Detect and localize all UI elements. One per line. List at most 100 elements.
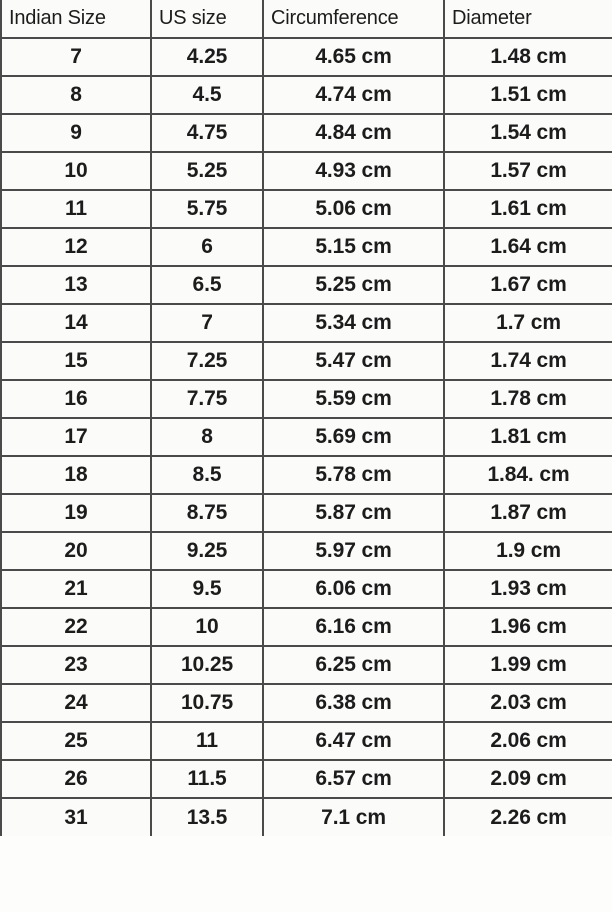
cell-us: 7.25	[151, 342, 264, 381]
cell-circumference: 4.93 cm	[263, 152, 445, 191]
cell-diameter: 1.61 cm	[444, 190, 612, 229]
cell-diameter: 1.57 cm	[444, 152, 612, 191]
cell-circumference: 5.06 cm	[263, 190, 445, 229]
cell-diameter: 1.9 cm	[444, 532, 612, 571]
table-row: 20 9.25 5.97 cm 1.9 cm	[0, 532, 612, 571]
cell-us: 8.5	[151, 456, 264, 495]
cell-diameter: 2.03 cm	[444, 684, 612, 723]
cell-us: 10.75	[151, 684, 264, 723]
cell-us: 5.75	[151, 190, 264, 229]
table-row: 22 10 6.16 cm 1.96 cm	[0, 608, 612, 647]
cell-indian: 19	[0, 494, 152, 533]
table-row: 25 11 6.47 cm 2.06 cm	[0, 722, 612, 761]
cell-diameter: 1.74 cm	[444, 342, 612, 381]
table-row: 17 8 5.69 cm 1.81 cm	[0, 418, 612, 457]
cell-us: 4.25	[151, 38, 264, 77]
column-header-circumference: Circumference	[263, 0, 445, 39]
table-row: 8 4.5 4.74 cm 1.51 cm	[0, 76, 612, 115]
table-row: 10 5.25 4.93 cm 1.57 cm	[0, 152, 612, 191]
cell-indian: 14	[0, 304, 152, 343]
cell-indian: 26	[0, 760, 152, 799]
cell-diameter: 1.87 cm	[444, 494, 612, 533]
cell-circumference: 5.69 cm	[263, 418, 445, 457]
cell-diameter: 1.64 cm	[444, 228, 612, 267]
table-row: 19 8.75 5.87 cm 1.87 cm	[0, 494, 612, 533]
cell-us: 8	[151, 418, 264, 457]
cell-us: 13.5	[151, 798, 264, 836]
cell-diameter: 2.09 cm	[444, 760, 612, 799]
ring-size-table: Indian Size US size Circumference Diamet…	[0, 0, 612, 836]
table-row: 18 8.5 5.78 cm 1.84. cm	[0, 456, 612, 495]
cell-indian: 12	[0, 228, 152, 267]
cell-circumference: 5.87 cm	[263, 494, 445, 533]
cell-diameter: 1.7 cm	[444, 304, 612, 343]
cell-us: 11	[151, 722, 264, 761]
cell-diameter: 2.26 cm	[444, 798, 612, 836]
cell-circumference: 5.25 cm	[263, 266, 445, 305]
cell-diameter: 1.67 cm	[444, 266, 612, 305]
column-header-diameter: Diameter	[444, 0, 612, 39]
table-row: 15 7.25 5.47 cm 1.74 cm	[0, 342, 612, 381]
cell-diameter: 1.51 cm	[444, 76, 612, 115]
cell-indian: 11	[0, 190, 152, 229]
cell-circumference: 4.84 cm	[263, 114, 445, 153]
table-row: 14 7 5.34 cm 1.7 cm	[0, 304, 612, 343]
cell-indian: 22	[0, 608, 152, 647]
cell-us: 4.5	[151, 76, 264, 115]
table-body: 7 4.25 4.65 cm 1.48 cm 8 4.5 4.74 cm 1.51 cm 9 4.…	[0, 38, 612, 836]
cell-circumference: 6.38 cm	[263, 684, 445, 723]
cell-indian: 18	[0, 456, 152, 495]
cell-us: 7	[151, 304, 264, 343]
table-row: 26 11.5 6.57 cm 2.09 cm	[0, 760, 612, 799]
table-header-row: Indian Size US size Circumference Diamet…	[0, 0, 612, 39]
table-row: 13 6.5 5.25 cm 1.67 cm	[0, 266, 612, 305]
cell-circumference: 6.16 cm	[263, 608, 445, 647]
cell-indian: 20	[0, 532, 152, 571]
cell-indian: 13	[0, 266, 152, 305]
cell-circumference: 5.78 cm	[263, 456, 445, 495]
cell-diameter: 2.06 cm	[444, 722, 612, 761]
cell-circumference: 4.65 cm	[263, 38, 445, 77]
table-row: 21 9.5 6.06 cm 1.93 cm	[0, 570, 612, 609]
cell-indian: 8	[0, 76, 152, 115]
cell-indian: 25	[0, 722, 152, 761]
cell-circumference: 5.15 cm	[263, 228, 445, 267]
cell-indian: 23	[0, 646, 152, 685]
table-row: 24 10.75 6.38 cm 2.03 cm	[0, 684, 612, 723]
cell-us: 10.25	[151, 646, 264, 685]
table-row: 12 6 5.15 cm 1.64 cm	[0, 228, 612, 267]
cell-indian: 16	[0, 380, 152, 419]
cell-diameter: 1.84. cm	[444, 456, 612, 495]
cell-indian: 21	[0, 570, 152, 609]
cell-diameter: 1.48 cm	[444, 38, 612, 77]
cell-us: 7.75	[151, 380, 264, 419]
table-row: 31 13.5 7.1 cm 2.26 cm	[0, 798, 612, 836]
cell-us: 8.75	[151, 494, 264, 533]
cell-circumference: 6.57 cm	[263, 760, 445, 799]
cell-circumference: 6.06 cm	[263, 570, 445, 609]
cell-us: 9.5	[151, 570, 264, 609]
cell-circumference: 5.47 cm	[263, 342, 445, 381]
cell-indian: 9	[0, 114, 152, 153]
cell-indian: 31	[0, 798, 152, 836]
cell-us: 6	[151, 228, 264, 267]
cell-indian: 7	[0, 38, 152, 77]
cell-diameter: 1.96 cm	[444, 608, 612, 647]
cell-circumference: 5.34 cm	[263, 304, 445, 343]
cell-circumference: 6.47 cm	[263, 722, 445, 761]
cell-us: 10	[151, 608, 264, 647]
cell-diameter: 1.78 cm	[444, 380, 612, 419]
cell-indian: 10	[0, 152, 152, 191]
cell-us: 6.5	[151, 266, 264, 305]
table-row: 23 10.25 6.25 cm 1.99 cm	[0, 646, 612, 685]
cell-us: 5.25	[151, 152, 264, 191]
cell-circumference: 4.74 cm	[263, 76, 445, 115]
cell-indian: 17	[0, 418, 152, 457]
table-row: 7 4.25 4.65 cm 1.48 cm	[0, 38, 612, 77]
cell-diameter: 1.93 cm	[444, 570, 612, 609]
table-row: 9 4.75 4.84 cm 1.54 cm	[0, 114, 612, 153]
cell-diameter: 1.81 cm	[444, 418, 612, 457]
cell-us: 4.75	[151, 114, 264, 153]
cell-circumference: 6.25 cm	[263, 646, 445, 685]
